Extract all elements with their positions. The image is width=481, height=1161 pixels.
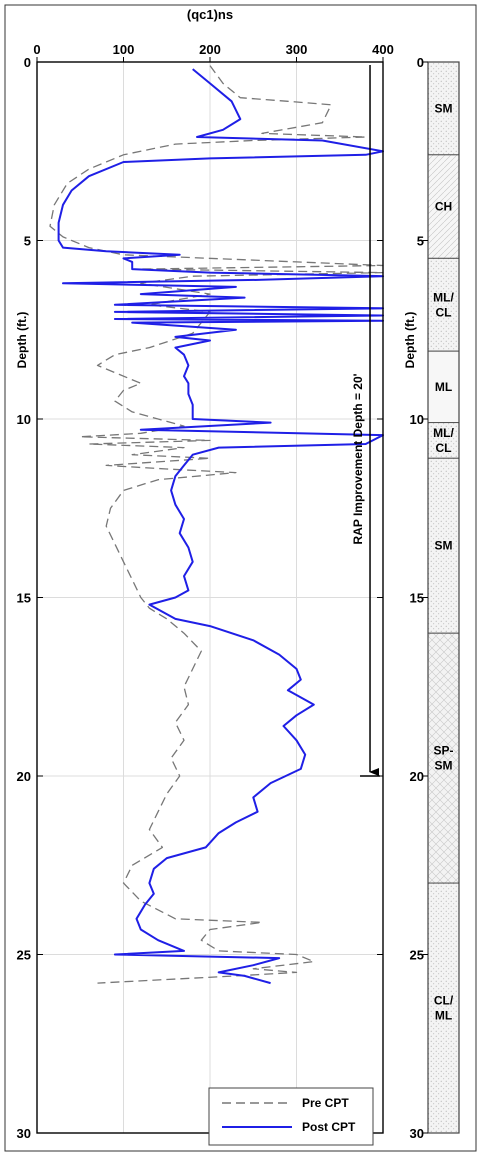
soil-layer-label: ML: [435, 380, 452, 394]
legend: Pre CPT Post CPT: [208, 1087, 374, 1146]
soil-layer: [427, 422, 460, 459]
soil-profile-column: SM CH ML/CL ML ML/CL SM SP-SM CL/ML: [427, 61, 460, 1134]
legend-label-pre: Pre CPT: [302, 1096, 349, 1110]
grid: [37, 62, 383, 1133]
soil-layer: [427, 882, 460, 1134]
series-group: [49, 65, 384, 985]
y-tick-label: 10: [17, 412, 31, 427]
series-line-post-cpt: [57, 68, 384, 985]
x-tick-label: 0: [33, 42, 40, 57]
soil-depth-tick-label: 15: [410, 591, 424, 606]
soil-layer: [427, 154, 460, 259]
soil-layer: [427, 350, 460, 424]
y-tick-labels: 0 5 10 15 20 25 30: [17, 55, 383, 1141]
soil-depth-tick-label: 30: [410, 1126, 424, 1141]
x-tick-labels: 0 100 200 300 400: [33, 42, 394, 62]
y-tick-label: 30: [17, 1126, 31, 1141]
x-tick-label: 300: [286, 42, 308, 57]
soil-depth-tick-label: 20: [410, 769, 424, 784]
soil-layer-label: CL/ML: [434, 994, 454, 1023]
series-line-pre-cpt: [49, 65, 384, 984]
soil-layer: [427, 61, 460, 156]
soil-depth-tick-label: 25: [410, 948, 424, 963]
soil-layer-label: ML/CL: [433, 426, 454, 455]
y-tick-label: 0: [24, 55, 31, 70]
soil-layer-label: CH: [435, 200, 452, 214]
y-tick-label: 20: [17, 769, 31, 784]
soil-depth-tick-label: 10: [410, 412, 424, 427]
legend-label-post: Post CPT: [302, 1120, 356, 1134]
y-tick-label: 25: [17, 948, 31, 963]
improvement-depth-label: RAP Improvement Depth = 20': [351, 373, 365, 544]
soil-layer-label: ML/CL: [433, 290, 454, 319]
soil-profile-y-axis-label: Depth (ft.): [403, 312, 417, 369]
soil-depth-tick-label: 0: [417, 55, 424, 70]
improvement-depth-annotation: RAP Improvement Depth = 20': [351, 65, 381, 777]
x-axis-label: (qc1)ns: [187, 7, 233, 22]
soil-profile-depth-ticks: 0 5 10 15 20 25 30: [410, 55, 428, 1141]
y-tick-label: 15: [17, 591, 31, 606]
y-axis-label: Depth (ft.): [15, 312, 29, 369]
soil-depth-tick-label: 5: [417, 234, 424, 249]
soil-layer-label: SM: [435, 539, 453, 553]
soil-layer-label: SP-SM: [433, 744, 453, 773]
soil-layer-label: SM: [435, 101, 453, 115]
legend-box: [208, 1087, 374, 1146]
x-tick-label: 400: [372, 42, 394, 57]
y-tick-label: 5: [24, 234, 31, 249]
x-tick-label: 200: [199, 42, 221, 57]
x-tick-label: 100: [113, 42, 135, 57]
